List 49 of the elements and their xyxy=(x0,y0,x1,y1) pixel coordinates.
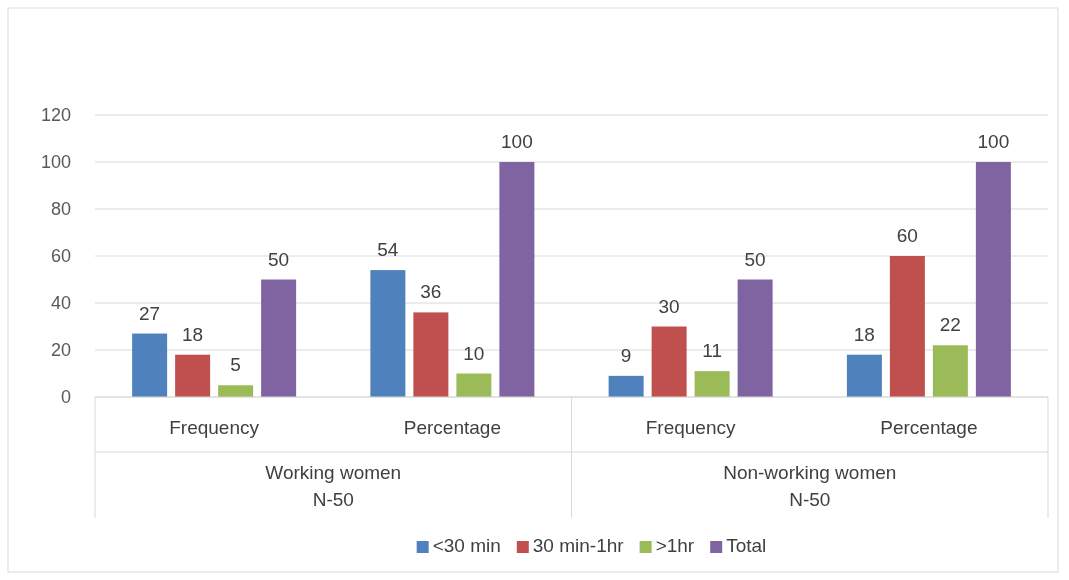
data-label: 9 xyxy=(620,344,632,366)
bar xyxy=(456,373,492,397)
data-label: 10 xyxy=(463,342,485,364)
legend-label: <30 min xyxy=(432,535,501,556)
data-label: 30 xyxy=(658,295,680,317)
bar xyxy=(975,162,1011,397)
y-tick-label: 120 xyxy=(40,105,71,126)
bar xyxy=(132,333,168,397)
data-label: 50 xyxy=(268,248,290,270)
bar xyxy=(261,279,297,397)
data-label: 36 xyxy=(420,281,442,303)
text: Non-working women N-50 xyxy=(723,462,897,510)
bar xyxy=(608,375,644,397)
bar xyxy=(694,371,730,397)
x-tick-label: Frequency xyxy=(169,417,260,438)
bar xyxy=(499,162,535,397)
bar xyxy=(175,354,211,397)
y-tick-label: 60 xyxy=(50,246,71,267)
y-tick-label: 100 xyxy=(40,152,71,173)
bar xyxy=(651,326,687,397)
y-tick-label: 40 xyxy=(50,293,71,314)
x-tick-label: Percentage xyxy=(403,417,501,438)
data-label: 54 xyxy=(377,239,399,261)
bar xyxy=(370,270,406,397)
bar xyxy=(932,345,968,397)
bar xyxy=(218,385,254,397)
data-label: 100 xyxy=(977,131,1010,152)
bar xyxy=(846,354,882,397)
legend-label: 30 min-1hr xyxy=(532,535,625,556)
text: Working women N-50 xyxy=(265,462,402,510)
y-tick-label: 0 xyxy=(60,387,71,408)
bar xyxy=(737,279,773,397)
legend-label: Total xyxy=(726,535,767,556)
legend-label: >1hr xyxy=(655,535,695,556)
data-label: 100 xyxy=(501,131,533,152)
bar xyxy=(413,312,449,397)
data-label: 60 xyxy=(896,225,918,246)
bar xyxy=(889,256,925,397)
data-label: 27 xyxy=(139,302,161,324)
y-tick-label: 20 xyxy=(50,340,71,361)
data-label: 11 xyxy=(702,340,722,362)
x-tick-label: Frequency xyxy=(645,417,736,438)
data-label: 18 xyxy=(182,323,204,345)
data-label: 18 xyxy=(853,323,875,345)
data-label: 22 xyxy=(939,314,961,336)
x-tick-label: Percentage xyxy=(880,417,978,438)
data-label: 50 xyxy=(744,248,766,270)
data-label: 5 xyxy=(230,354,241,376)
y-tick-label: 80 xyxy=(50,199,71,220)
